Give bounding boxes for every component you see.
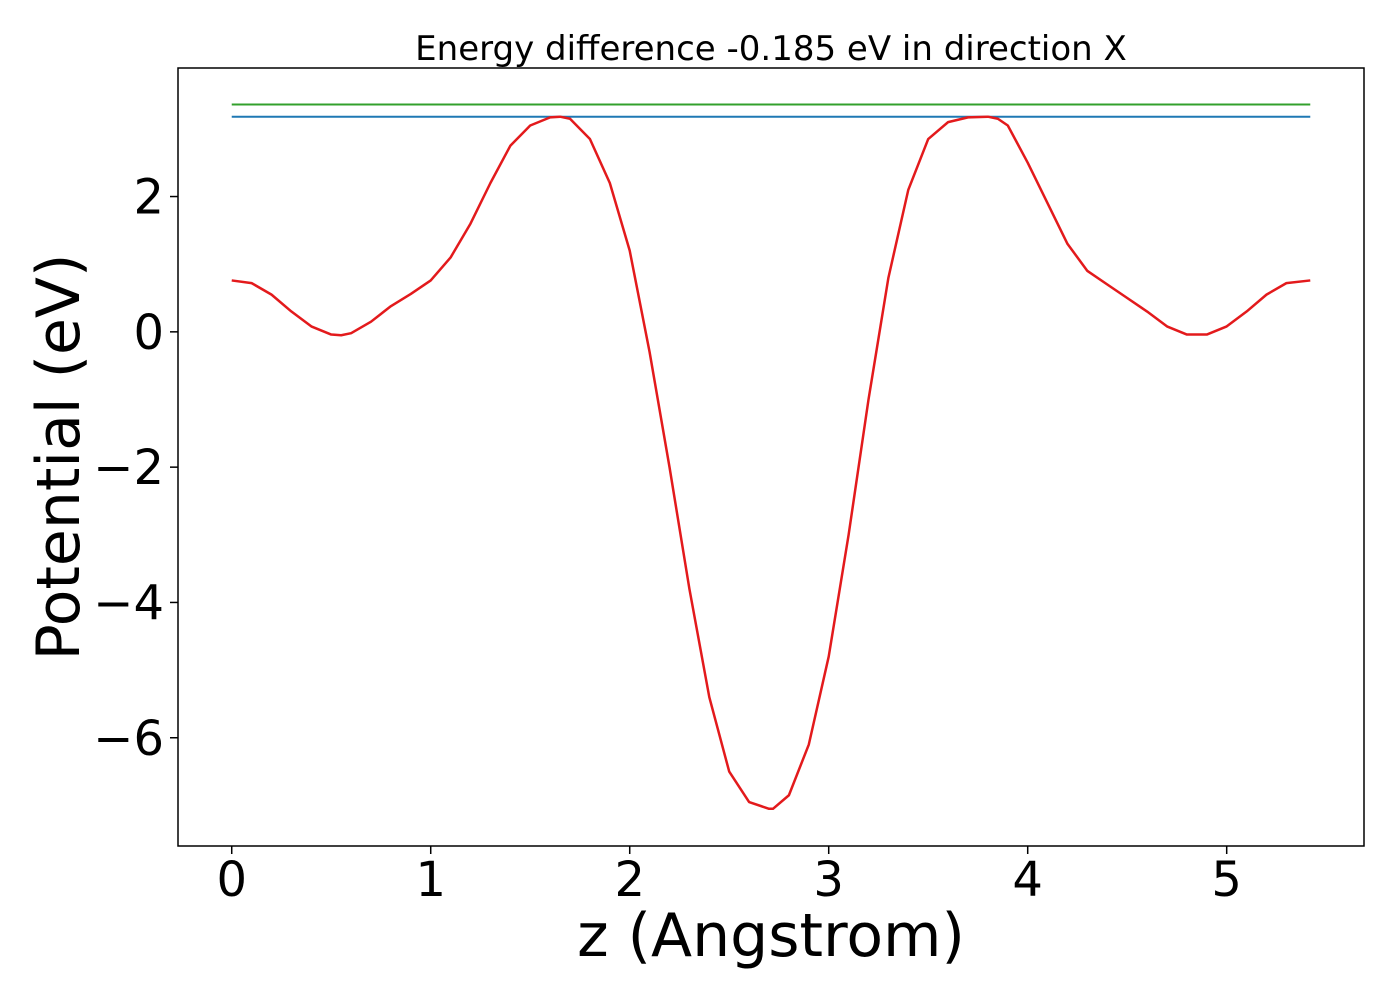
x-axis-label: z (Angstrom) xyxy=(577,901,965,971)
plot-frame xyxy=(177,67,1365,847)
x-tick-label: 0 xyxy=(216,852,247,908)
y-tick-label: 2 xyxy=(133,170,164,226)
plot-area xyxy=(177,67,1365,847)
y-axis-label: Potential (eV) xyxy=(24,254,94,661)
y-tick-label: −2 xyxy=(93,440,164,496)
y-tick-label: −6 xyxy=(93,711,164,767)
x-axis-ticks: 0 1 2 3 4 5 xyxy=(216,846,1242,908)
y-tick-label: −4 xyxy=(93,575,164,631)
y-axis-ticks: 2 0 −2 −4 −6 xyxy=(93,170,178,767)
y-tick-label: 0 xyxy=(133,305,164,361)
x-tick-label: 4 xyxy=(1012,852,1043,908)
x-tick-label: 5 xyxy=(1211,852,1242,908)
x-tick-label: 3 xyxy=(813,852,844,908)
series-layer xyxy=(231,103,1311,811)
potential-line xyxy=(231,115,1311,811)
chart-title: Energy difference -0.185 eV in direction… xyxy=(415,29,1127,69)
x-tick-label: 1 xyxy=(415,852,446,908)
x-tick-label: 2 xyxy=(614,852,645,908)
